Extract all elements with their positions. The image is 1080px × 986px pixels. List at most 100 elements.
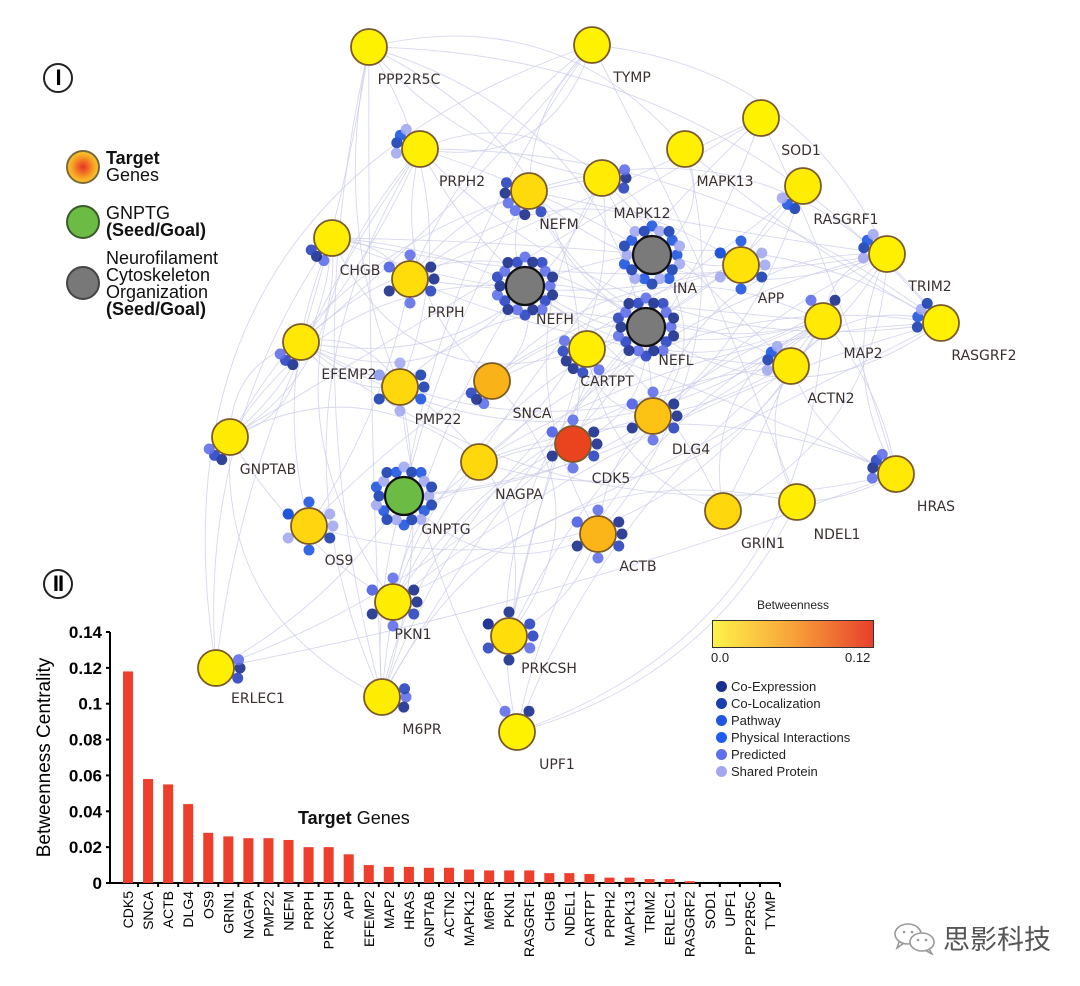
interaction-dot <box>735 283 747 295</box>
gene-node-prph2[interactable]: PRPH2 <box>401 130 485 190</box>
x-tick-label: MAPK13 <box>622 891 638 946</box>
bar-ndel1 <box>564 873 575 883</box>
gene-node-cartpt[interactable]: CARTPT <box>568 330 634 390</box>
gene-node-efemp2[interactable]: EFEMP2 <box>282 323 377 383</box>
gene-node-circle[interactable] <box>350 28 388 66</box>
gene-node-circle[interactable] <box>381 368 419 406</box>
interaction-dot <box>629 272 641 284</box>
gene-node-prph[interactable]: PRPH <box>391 260 465 321</box>
gene-node-circle[interactable] <box>625 306 667 348</box>
gene-node-circle[interactable] <box>401 130 439 168</box>
gene-node-circle[interactable] <box>568 330 606 368</box>
edge-type-shared-protein: Shared Protein <box>716 763 850 780</box>
x-tick-label: SOD1 <box>702 891 718 929</box>
gene-node-circle[interactable] <box>573 26 611 64</box>
gene-node-gnptg[interactable]: GNPTG <box>383 475 471 538</box>
gene-node-nagpa[interactable]: NAGPA <box>460 443 543 503</box>
gene-node-pmp22[interactable]: PMP22 <box>381 368 461 428</box>
gene-node-circle[interactable] <box>197 649 235 687</box>
gene-node-circle[interactable] <box>383 475 425 517</box>
gene-node-trim2[interactable]: TRIM2 <box>868 235 952 295</box>
gene-node-circle[interactable] <box>510 172 548 210</box>
gene-node-circle[interactable] <box>704 492 742 530</box>
gene-node-circle[interactable] <box>772 347 810 385</box>
gene-node-dlg4[interactable]: DLG4 <box>634 397 710 458</box>
gene-node-hras[interactable]: HRAS <box>877 455 955 515</box>
gene-node-circle[interactable] <box>490 617 528 655</box>
gene-node-circle[interactable] <box>313 219 351 257</box>
interaction-dot <box>415 467 427 479</box>
interaction-dot <box>324 508 336 520</box>
x-tick-label: DLG4 <box>180 891 196 928</box>
x-tick-label: MAP2 <box>381 891 397 929</box>
gene-node-actn2[interactable]: ACTN2 <box>772 347 855 407</box>
gene-node-app[interactable]: APP <box>722 246 784 307</box>
gene-node-circle[interactable] <box>504 265 546 307</box>
gene-node-circle[interactable] <box>460 443 498 481</box>
gene-node-circle[interactable] <box>877 455 915 493</box>
gene-node-label: GRIN1 <box>741 536 785 552</box>
gene-node-sod1[interactable]: SOD1 <box>742 99 821 159</box>
gene-node-circle[interactable] <box>722 246 760 284</box>
gene-node-pkn1[interactable]: PKN1 <box>374 583 432 643</box>
gene-node-cdk5[interactable]: CDK5 <box>554 425 630 487</box>
interaction-dot <box>654 273 666 285</box>
gene-node-ppp2r5c[interactable]: PPP2R5C <box>350 28 441 88</box>
gene-node-circle[interactable] <box>634 397 672 435</box>
gene-node-label: RASGRF2 <box>951 348 1016 364</box>
gene-node-erlec1[interactable]: ERLEC1 <box>197 649 285 707</box>
gene-node-circle[interactable] <box>498 713 536 751</box>
gene-node-circle[interactable] <box>583 159 621 197</box>
gene-node-circle[interactable] <box>579 515 617 553</box>
gene-node-rasgrf2[interactable]: RASGRF2 <box>922 304 1017 364</box>
gene-node-circle[interactable] <box>784 167 822 205</box>
gene-node-circle[interactable] <box>922 304 960 342</box>
gene-node-circle[interactable] <box>742 99 780 137</box>
gene-node-os9[interactable]: OS9 <box>290 507 353 569</box>
gene-node-circle[interactable] <box>374 583 412 621</box>
gene-node-circle[interactable] <box>804 302 842 340</box>
gene-node-snca[interactable]: SNCA <box>473 362 552 422</box>
gene-node-mapk13[interactable]: MAPK13 <box>666 130 754 190</box>
bar-efemp2 <box>363 865 374 883</box>
interaction-dot <box>567 462 579 474</box>
gene-node-prkcsh[interactable]: PRKCSH <box>490 617 577 677</box>
gene-node-circle[interactable] <box>868 235 906 273</box>
edge-type-co-expression: Co-Expression <box>716 678 850 695</box>
gene-node-tymp[interactable]: TYMP <box>573 26 651 86</box>
gene-node-circle[interactable] <box>473 362 511 400</box>
gene-node-map2[interactable]: MAP2 <box>804 302 883 362</box>
interaction-dot <box>274 348 286 360</box>
gene-node-gnptab[interactable]: GNPTAB <box>211 418 296 478</box>
x-tick-label: ACTB <box>160 891 176 928</box>
gene-node-rasgrf1[interactable]: RASGRF1 <box>784 167 879 228</box>
gene-node-circle[interactable] <box>363 678 401 716</box>
gene-node-circle[interactable] <box>554 425 592 463</box>
gene-node-nefm[interactable]: NEFM <box>510 172 579 233</box>
gene-node-circle[interactable] <box>290 507 328 545</box>
gene-node-circle[interactable] <box>666 130 704 168</box>
interaction-dot <box>523 705 535 717</box>
gene-node-actb[interactable]: ACTB <box>579 515 657 575</box>
x-tick-label: EFEMP2 <box>361 891 377 947</box>
interaction-dot <box>390 514 402 526</box>
gene-node-circle[interactable] <box>631 234 673 276</box>
gene-node-circle[interactable] <box>391 260 429 298</box>
x-tick-label: RASGRF2 <box>682 891 698 957</box>
gene-node-circle[interactable] <box>211 418 249 456</box>
gene-node-nefl[interactable]: NEFL <box>625 306 694 369</box>
gene-node-label: EFEMP2 <box>321 367 376 383</box>
gene-node-grin1[interactable]: GRIN1 <box>704 492 785 552</box>
interaction-dot <box>759 259 771 271</box>
gene-node-mapk12[interactable]: MAPK12 <box>583 159 671 222</box>
gene-node-ina[interactable]: INA <box>631 234 698 297</box>
network-edge <box>381 253 888 698</box>
gene-node-ndel1[interactable]: NDEL1 <box>778 483 860 543</box>
gene-node-chgb[interactable]: CHGB <box>313 219 380 279</box>
gene-node-nefh[interactable]: NEFH <box>504 265 574 328</box>
gene-node-upf1[interactable]: UPF1 <box>498 713 575 773</box>
x-tick-label: GRIN1 <box>220 891 236 934</box>
gene-node-m6pr[interactable]: M6PR <box>363 678 442 738</box>
gene-node-circle[interactable] <box>778 483 816 521</box>
gene-node-circle[interactable] <box>282 323 320 361</box>
